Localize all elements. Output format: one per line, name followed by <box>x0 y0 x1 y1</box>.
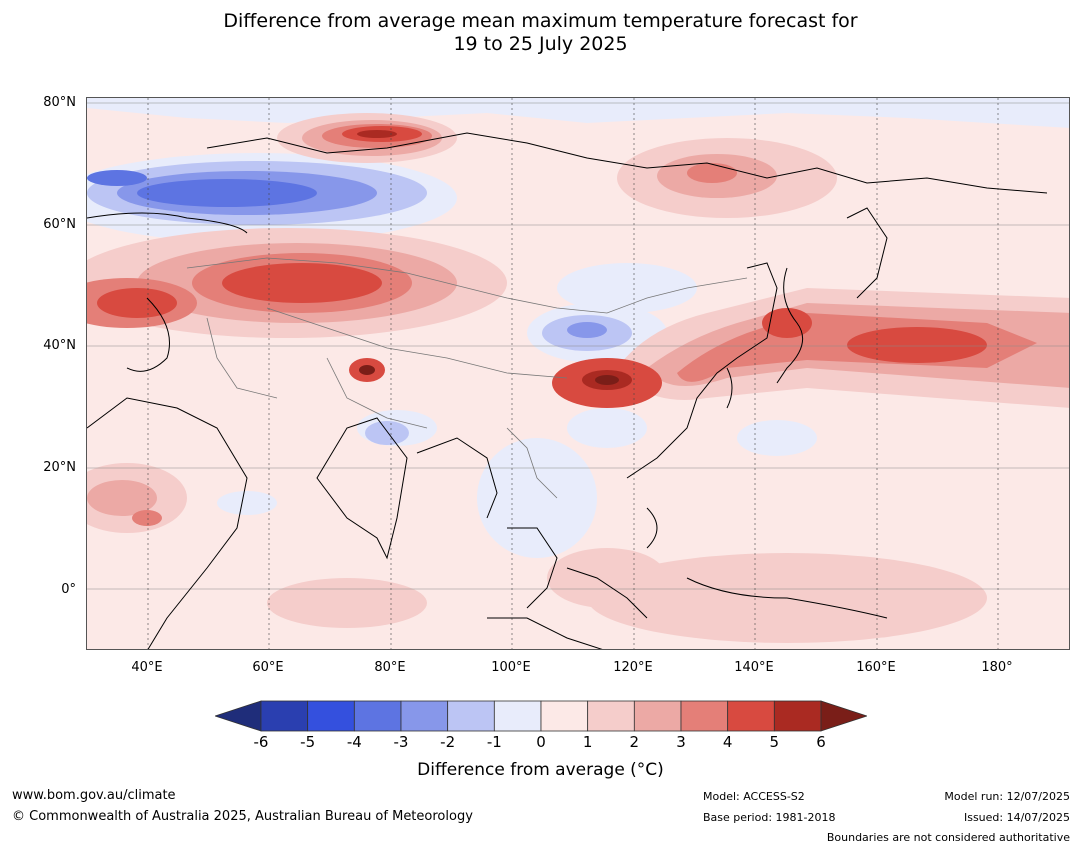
colorbar-segment <box>447 700 495 732</box>
colorbar-tick-label: 4 <box>722 733 733 751</box>
gridlines <box>87 98 1069 649</box>
lon-label-140e: 140°E <box>734 660 774 675</box>
lon-label-160e: 160°E <box>856 660 896 675</box>
colorbar <box>215 700 867 732</box>
colorbar-tick-label: -2 <box>440 733 456 751</box>
colorbar-tick-label: 2 <box>629 733 640 751</box>
colorbar-tick-label: 5 <box>769 733 780 751</box>
model-run-date: Model run: 12/07/2025 <box>944 790 1070 803</box>
lon-label-60e: 60°E <box>252 660 284 675</box>
colorbar-tick-label: -6 <box>253 733 269 751</box>
forecast-map <box>86 97 1070 650</box>
warm-anomalies <box>87 113 1069 643</box>
colorbar-segment <box>727 700 775 732</box>
colorbar-segment <box>773 700 822 732</box>
title-line-1: Difference from average mean maximum tem… <box>223 10 858 32</box>
lat-label-40n: 40°N <box>43 338 76 353</box>
lon-label-120e: 120°E <box>613 660 653 675</box>
chart-title: Difference from average mean maximum tem… <box>0 10 1081 56</box>
colorbar-tick-label: 0 <box>536 733 546 751</box>
colorbar-tick-label: 1 <box>582 733 593 751</box>
colorbar-segment <box>307 700 355 732</box>
colorbar-tick-label: -1 <box>486 733 502 751</box>
lat-label-0: 0° <box>61 582 76 597</box>
colorbar-segment <box>400 700 449 732</box>
copyright-text: © Commonwealth of Australia 2025, Austra… <box>12 809 473 824</box>
lat-label-60n: 60°N <box>43 217 76 232</box>
website-link[interactable]: www.bom.gov.au/climate <box>12 788 176 803</box>
title-line-2: 19 to 25 July 2025 <box>453 33 628 55</box>
map-canvas <box>87 98 1069 649</box>
colorbar-tick-label: 6 <box>816 733 826 751</box>
lon-label-180: 180° <box>981 660 1013 675</box>
colorbar-segment <box>493 700 542 732</box>
colorbar-segment <box>587 700 635 732</box>
colorbar-tick-label: -5 <box>300 733 316 751</box>
colorbar-segment <box>633 700 682 732</box>
lat-label-20n: 20°N <box>43 460 76 475</box>
lon-label-40e: 40°E <box>131 660 163 675</box>
boundaries-disclaimer: Boundaries are not considered authoritat… <box>826 831 1070 844</box>
colorbar-extend-high <box>820 700 867 732</box>
country-borders <box>186 257 748 499</box>
base-period: Base period: 1981-2018 <box>703 811 836 824</box>
colorbar-tick-label: -4 <box>346 733 362 751</box>
colorbar-extend-low <box>215 700 262 732</box>
colorbar-tick-label: -3 <box>393 733 409 751</box>
coastlines <box>87 132 1048 649</box>
issued-date: Issued: 14/07/2025 <box>963 811 1070 824</box>
colorbar-segment <box>540 700 589 732</box>
colorbar-label: Difference from average (°C) <box>417 760 664 780</box>
colorbar-segment <box>260 700 309 732</box>
model-name: Model: ACCESS-S2 <box>703 790 805 803</box>
lon-label-100e: 100°E <box>491 660 531 675</box>
colorbar-segment <box>353 700 402 732</box>
colorbar-segment <box>680 700 729 732</box>
lon-label-80e: 80°E <box>374 660 406 675</box>
lat-label-80n: 80°N <box>43 95 76 110</box>
colorbar-tick-label: 3 <box>676 733 686 751</box>
